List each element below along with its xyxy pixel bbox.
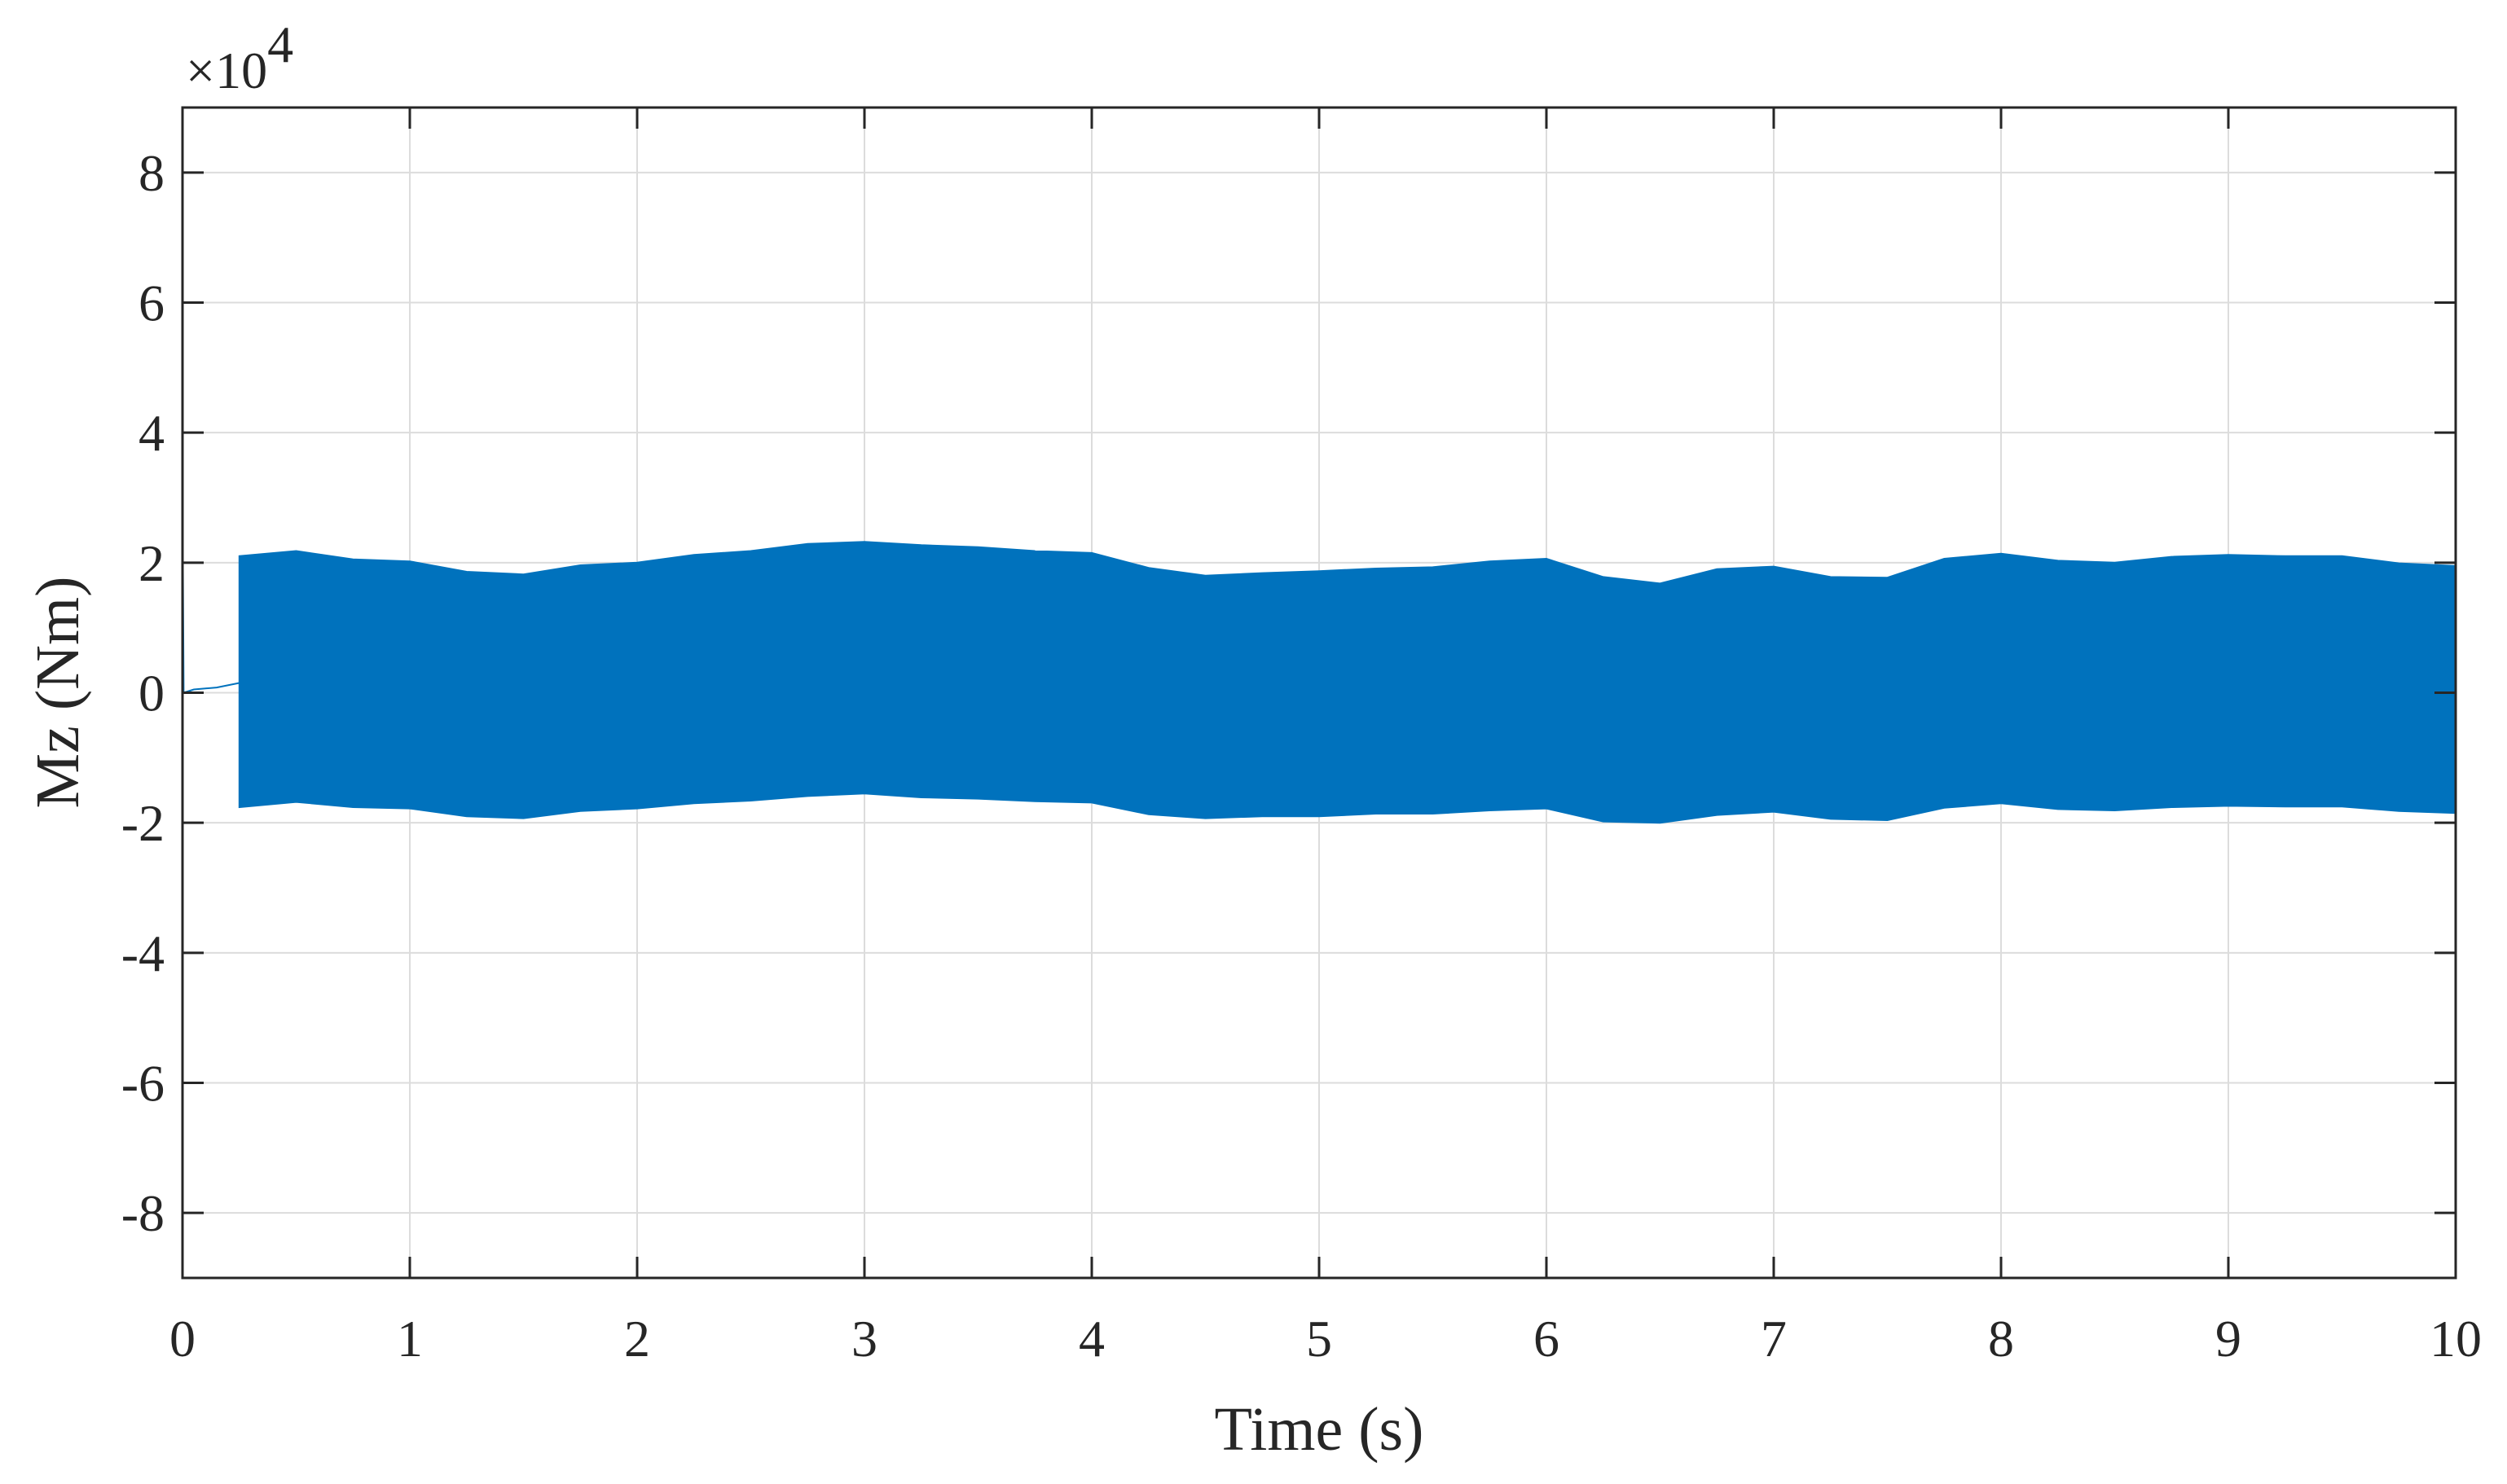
y-tick-label: 0 (139, 665, 165, 722)
y-tick-label: 4 (139, 404, 165, 462)
y-tick-label: -2 (121, 794, 165, 852)
y-tick-label: 6 (139, 274, 165, 332)
x-tick-label: 8 (1988, 1310, 2014, 1368)
x-tick-label: 1 (397, 1310, 423, 1368)
y-tick-label: -4 (121, 924, 165, 982)
mz-oscillation-band (238, 541, 2456, 824)
x-axis-label: Time (s) (1215, 1395, 1424, 1464)
y-tick-label: 2 (139, 534, 165, 592)
x-tick-label: 4 (1079, 1310, 1105, 1368)
y-axis-label: Mz (Nm) (24, 577, 92, 809)
y-tick-labels: -8 -6 -4 -2 0 2 4 6 8 (121, 144, 165, 1242)
y-multiplier-base: ×10 (186, 42, 267, 99)
tick-marks (181, 108, 2457, 1278)
x-tick-label: 6 (1533, 1310, 1559, 1368)
y-tick-label: 8 (139, 144, 165, 202)
x-tick-label: 10 (2430, 1310, 2482, 1368)
y-multiplier-exponent: 4 (267, 15, 293, 73)
x-tick-label: 5 (1306, 1310, 1332, 1368)
y-tick-label: -8 (121, 1184, 165, 1242)
x-tick-label: 0 (169, 1310, 196, 1368)
x-tick-label: 2 (624, 1310, 650, 1368)
x-tick-labels: 0 1 2 3 4 5 6 7 8 9 10 (169, 1310, 2482, 1368)
x-tick-label: 3 (851, 1310, 877, 1368)
y-tick-label: -6 (121, 1055, 165, 1113)
x-tick-label: 9 (2215, 1310, 2241, 1368)
y-multiplier: ×104 (186, 15, 293, 99)
x-tick-label: 7 (1761, 1310, 1787, 1368)
